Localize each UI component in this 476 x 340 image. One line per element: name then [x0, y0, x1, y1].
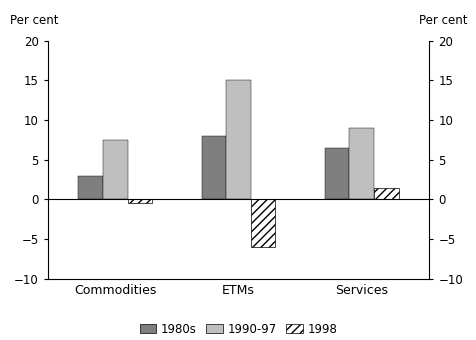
Bar: [373, 188, 397, 200]
Legend: 1980s, 1990-97, 1998: 1980s, 1990-97, 1998: [135, 318, 341, 340]
Bar: [250, 200, 275, 247]
Bar: [201, 136, 226, 200]
Bar: [226, 81, 250, 200]
Bar: [103, 140, 128, 200]
Text: Per cent: Per cent: [418, 14, 466, 27]
Bar: [324, 148, 348, 200]
Bar: [128, 200, 152, 203]
Bar: [348, 128, 373, 200]
Bar: [79, 176, 103, 200]
Text: Per cent: Per cent: [10, 14, 58, 27]
